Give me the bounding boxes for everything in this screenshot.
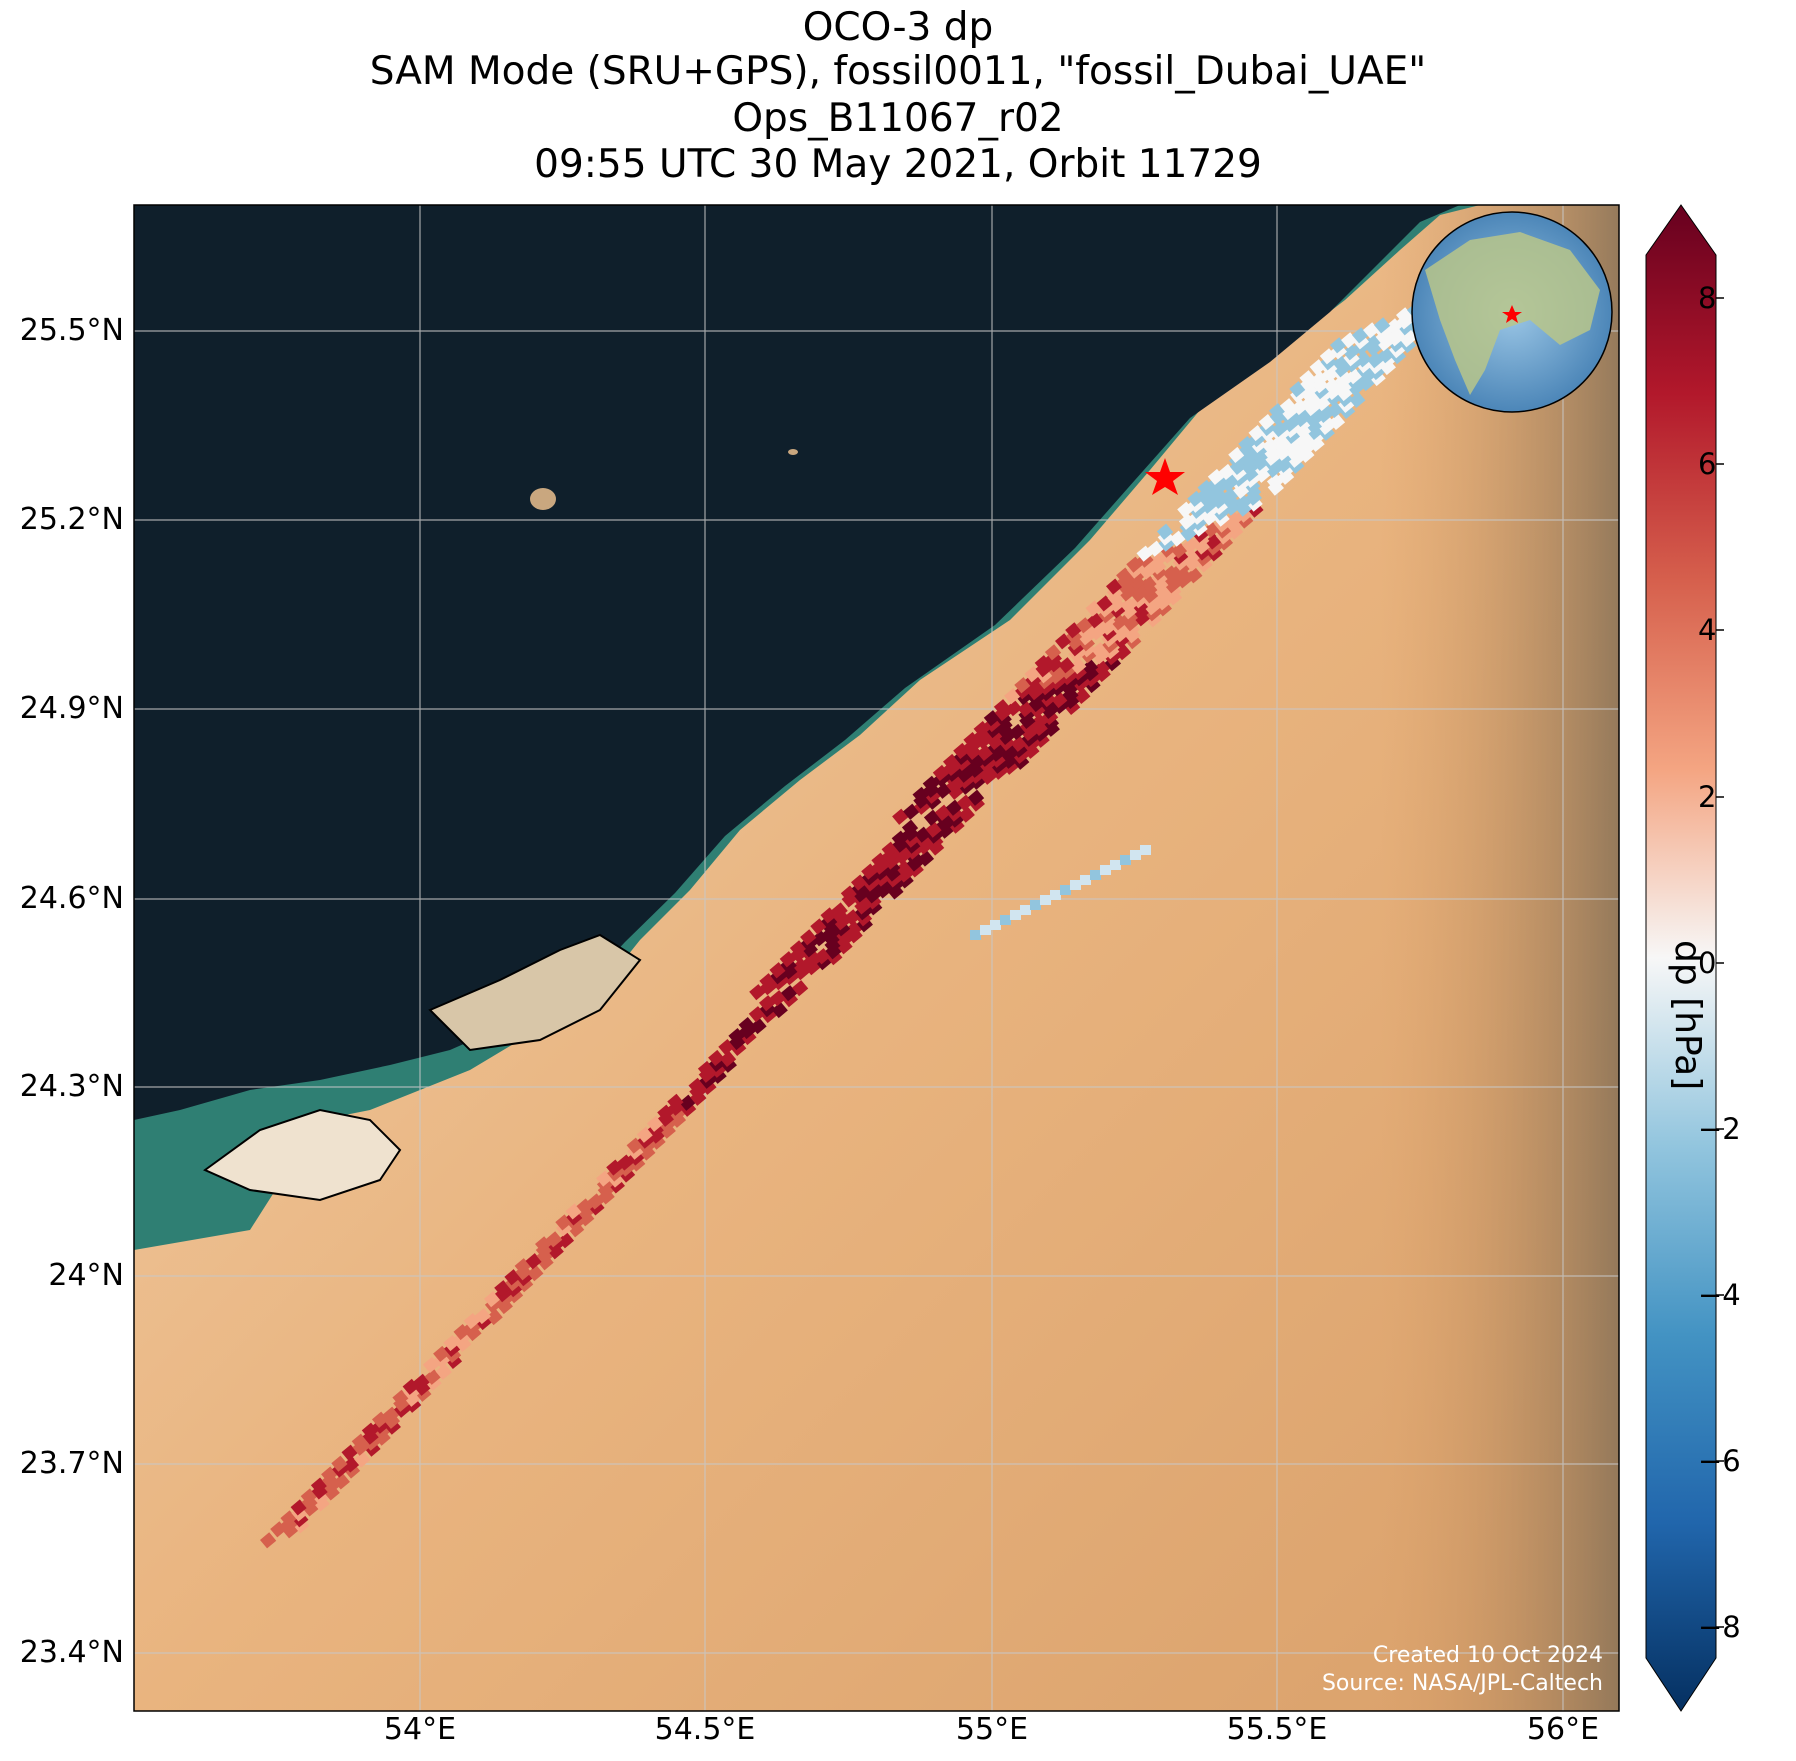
swath-cell (260, 1532, 277, 1549)
colorbar-tick-label: −8 (1698, 1610, 1741, 1644)
swath-cell (1374, 317, 1391, 334)
swath-cell (708, 1049, 725, 1067)
swath-cell (1058, 657, 1075, 674)
swath-cell (1299, 370, 1316, 387)
swath-cell (1279, 398, 1297, 415)
colorbar-title: dp [hPa] (1667, 940, 1708, 1091)
lon-tick-label: 54°E (383, 1712, 457, 1747)
swath-cell (958, 806, 975, 823)
swath-cell (750, 1017, 767, 1035)
swath-cell (331, 1455, 348, 1472)
lat-tick-label: 24.3°N (19, 1069, 124, 1104)
colorbar-tick-label: 0 (1698, 946, 1717, 980)
lon-tick-label: 55.5°E (1226, 1712, 1328, 1747)
swath-cell (1355, 351, 1372, 368)
swath-cell (1186, 567, 1203, 584)
swath-cells (260, 282, 1468, 1549)
colorbar-tick-label: −4 (1698, 1278, 1741, 1312)
swath-cell (1080, 875, 1091, 885)
swath-cell (1010, 910, 1021, 920)
title-line-2: SAM Mode (SRU+GPS), fossil0011, "fossil_… (369, 49, 1427, 94)
swath-cell (1120, 855, 1131, 865)
swath-cell (1081, 659, 1099, 676)
swath-cell (993, 699, 1011, 716)
swath-cell (1114, 644, 1132, 661)
swath-cell (738, 1016, 755, 1034)
abu-dhabi-islands (428, 933, 642, 1052)
island (530, 488, 556, 510)
colorbar-tick-label: 2 (1698, 780, 1717, 814)
swath-cell (1090, 870, 1101, 880)
swath-cell (917, 850, 935, 867)
title-line-3: Ops_B11067_r02 (732, 96, 1064, 141)
swath-cell (1000, 915, 1011, 925)
swath-cell (1030, 900, 1041, 910)
swath-cell (1040, 895, 1051, 905)
colorbar-tick-label: 6 (1698, 447, 1717, 481)
target-star-marker (1145, 458, 1185, 495)
colorbar (1645, 204, 1717, 1712)
colorbar-tick-label: −6 (1698, 1444, 1741, 1478)
swath-cell (1110, 860, 1121, 870)
swath-cell (1044, 644, 1062, 661)
created-credit: Created 10 Oct 2024 (1372, 1643, 1603, 1668)
swath-cell (486, 1308, 503, 1326)
swath-cell (667, 1093, 684, 1110)
swath-cell (1328, 413, 1346, 431)
swath-cell (1100, 865, 1111, 875)
swath-cell (1140, 845, 1151, 855)
swath-cell (990, 920, 1001, 930)
lat-tick-label: 23.4°N (19, 1635, 124, 1670)
swath-cell (435, 1363, 452, 1380)
swath-cell (1070, 658, 1087, 675)
swath-cell (800, 929, 817, 946)
lon-tick-label: 54.5°E (654, 1712, 756, 1747)
mountain-shading (1380, 205, 1619, 1711)
swath-cell (1070, 880, 1081, 890)
swath-cell (901, 819, 919, 836)
colorbar-tick-label: −2 (1698, 1112, 1741, 1146)
lat-tick-label: 24°N (48, 1258, 124, 1293)
swath-cell (967, 789, 985, 806)
lat-tick-label: 24.6°N (19, 881, 124, 916)
title-line-1: OCO-3 dp (802, 5, 994, 50)
abu-dhabi-islands (203, 1108, 402, 1202)
swath-cell (1050, 890, 1061, 900)
swath-cell (557, 1232, 575, 1249)
swath-cell (970, 930, 981, 940)
colorbar-tick-label: 8 (1698, 281, 1717, 315)
map-frame (133, 204, 1620, 1712)
swath-cell (354, 1451, 371, 1468)
swath-cell (980, 925, 991, 935)
title-line-4: 09:55 UTC 30 May 2021, Orbit 11729 (534, 142, 1262, 187)
swath-cell (1074, 687, 1091, 705)
swath-cell (1005, 700, 1023, 717)
swath-cell (1349, 391, 1366, 409)
swath-cell (791, 980, 809, 997)
sea-area (134, 205, 1460, 1120)
swath-cell (546, 1231, 563, 1248)
swath-cell (719, 1050, 737, 1068)
lat-tick-label: 25.2°N (19, 502, 124, 537)
lon-tick-label: 55°E (955, 1712, 1029, 1747)
inset-globe-star (1502, 305, 1522, 323)
swath-cell (771, 1001, 788, 1019)
swath-cell (1060, 885, 1071, 895)
lat-tick-label: 24.9°N (19, 691, 124, 726)
colorbar-ticks (1716, 297, 1724, 1628)
source-credit: Source: NASA/JPL-Caltech (1321, 1671, 1603, 1696)
swath-cell (1156, 523, 1174, 540)
colorbar-tick-label: 4 (1698, 613, 1717, 647)
swath-cell (831, 902, 848, 919)
lon-tick-label: 56°E (1526, 1712, 1600, 1747)
swath-cell (333, 1473, 350, 1490)
lat-tick-label: 23.7°N (19, 1446, 124, 1481)
swath-cell (1020, 905, 1031, 915)
swath-cell (527, 1265, 544, 1282)
island (788, 449, 798, 455)
lat-tick-label: 25.5°N (19, 313, 124, 348)
swath-cell (474, 1307, 491, 1325)
swath-cell (1130, 850, 1141, 860)
